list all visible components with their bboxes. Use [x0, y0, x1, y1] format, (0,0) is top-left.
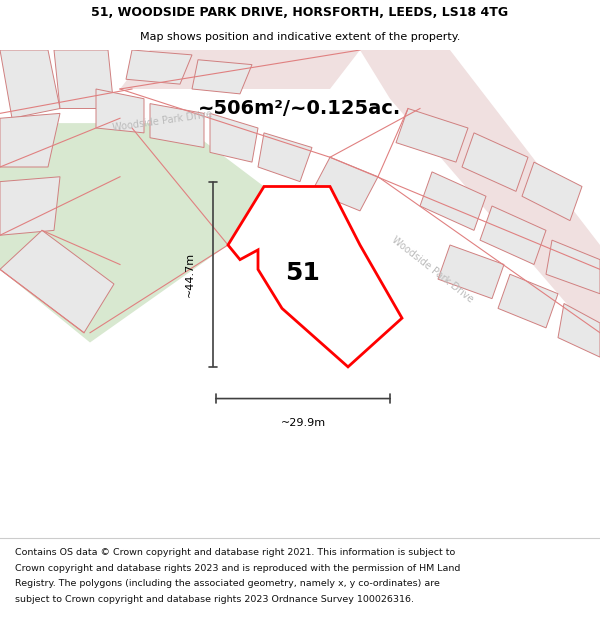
Polygon shape: [54, 50, 114, 109]
Polygon shape: [192, 60, 252, 94]
Text: ~29.9m: ~29.9m: [280, 418, 326, 428]
Polygon shape: [228, 186, 402, 367]
Polygon shape: [312, 158, 378, 211]
Text: Map shows position and indicative extent of the property.: Map shows position and indicative extent…: [140, 32, 460, 43]
Polygon shape: [210, 113, 258, 162]
Text: subject to Crown copyright and database rights 2023 Ordnance Survey 100026316.: subject to Crown copyright and database …: [15, 595, 414, 604]
Polygon shape: [438, 245, 504, 299]
Polygon shape: [498, 274, 558, 328]
Polygon shape: [546, 240, 600, 294]
Text: Woodside Park Drive: Woodside Park Drive: [112, 109, 212, 132]
Text: ~44.7m: ~44.7m: [185, 252, 195, 297]
Text: ~506m²/~0.125ac.: ~506m²/~0.125ac.: [199, 99, 401, 118]
Polygon shape: [420, 172, 486, 231]
Polygon shape: [126, 50, 192, 84]
Polygon shape: [120, 50, 360, 89]
Polygon shape: [150, 104, 204, 148]
Polygon shape: [558, 304, 600, 357]
Text: 51: 51: [286, 261, 320, 285]
Polygon shape: [258, 133, 312, 182]
Text: Contains OS data © Crown copyright and database right 2021. This information is : Contains OS data © Crown copyright and d…: [15, 548, 455, 557]
Polygon shape: [0, 113, 60, 167]
Polygon shape: [522, 162, 582, 221]
Polygon shape: [0, 123, 264, 342]
Polygon shape: [360, 50, 600, 342]
Text: Crown copyright and database rights 2023 and is reproduced with the permission o: Crown copyright and database rights 2023…: [15, 564, 460, 572]
Polygon shape: [0, 231, 114, 332]
Polygon shape: [396, 109, 468, 162]
Polygon shape: [96, 89, 144, 133]
Polygon shape: [0, 177, 60, 235]
Polygon shape: [462, 133, 528, 191]
Polygon shape: [0, 50, 60, 118]
Text: 51, WOODSIDE PARK DRIVE, HORSFORTH, LEEDS, LS18 4TG: 51, WOODSIDE PARK DRIVE, HORSFORTH, LEED…: [91, 6, 509, 19]
Text: Woodside Park Drive: Woodside Park Drive: [389, 234, 475, 304]
Text: Registry. The polygons (including the associated geometry, namely x, y co-ordina: Registry. The polygons (including the as…: [15, 579, 440, 589]
Polygon shape: [480, 206, 546, 264]
